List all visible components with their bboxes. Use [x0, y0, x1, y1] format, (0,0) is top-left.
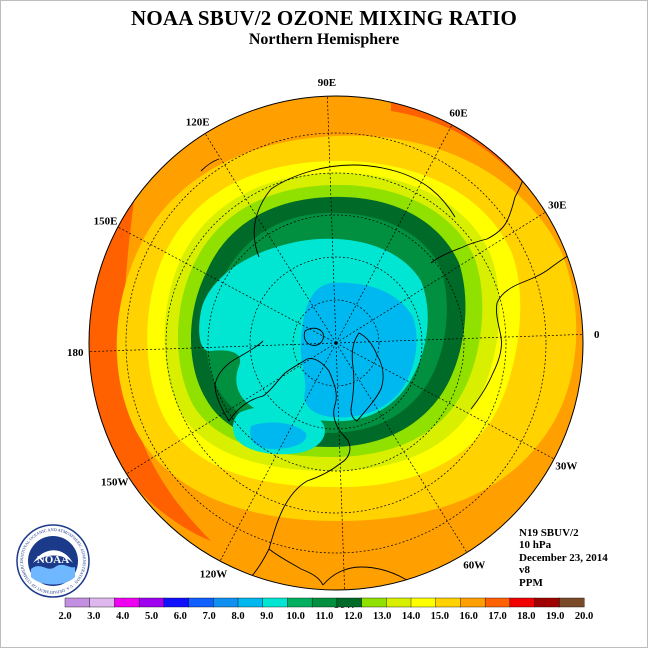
colorbar-swatch — [410, 597, 437, 608]
longitude-label: 150W — [101, 476, 129, 488]
coastline-arctic-islands — [303, 327, 324, 346]
colorbar-swatch — [311, 597, 338, 608]
colorbar-swatch — [213, 597, 239, 608]
colorbar-swatch — [114, 597, 140, 608]
graticule-meridians — [89, 96, 583, 590]
colorbar-tick-label: 9.0 — [260, 611, 273, 622]
colorbar-swatch — [287, 597, 313, 608]
longitude-label: 180 — [67, 347, 84, 359]
coastline-africa-europe — [470, 252, 574, 410]
colorbar-swatch — [559, 597, 585, 608]
colorbar-tick-label: 12.0 — [344, 611, 362, 622]
colorbar-tick-label: 3.0 — [87, 611, 100, 622]
noaa-logo: NOAA NATIONAL OCEANIC AND ATMOSPHERIC AD… — [15, 523, 91, 599]
hemisphere-outline — [88, 95, 584, 591]
meridian-line — [335, 342, 555, 460]
colorbar-tick-label: 14.0 — [402, 611, 420, 622]
info-version: v8 — [519, 564, 530, 577]
colorbar-swatch — [138, 597, 165, 608]
colorbar-swatch — [534, 597, 560, 608]
longitude-label: 60E — [449, 108, 467, 120]
ozone-band-18ppm-edge-west — [89, 151, 211, 541]
coastline-europe-north — [430, 196, 516, 264]
colorbar-tick-label: 4.0 — [116, 611, 129, 622]
map-title: NOAA SBUV/2 OZONE MIXING RATIO — [131, 6, 517, 30]
longitude-label: 120E — [186, 117, 210, 129]
colorbar-swatch — [64, 597, 91, 608]
coastlines — [200, 130, 574, 590]
graticule-latitudes — [125, 132, 547, 554]
longitude-label: 30W — [555, 461, 577, 473]
colorbar-tick-label: 10.0 — [287, 611, 305, 622]
colorbar-swatch — [484, 597, 511, 608]
meridian-line — [335, 342, 345, 590]
colorbar-tick-label: 15.0 — [431, 611, 449, 622]
meridian-line — [89, 342, 337, 352]
longitude-label: 60W — [463, 559, 485, 571]
info-level: 10 hPa — [519, 539, 552, 552]
colorbar-swatch — [361, 597, 387, 608]
meridian-line — [117, 226, 337, 344]
coastline-greenland — [350, 332, 384, 422]
meridian-line — [335, 342, 468, 553]
colorbar-swatch — [89, 597, 115, 608]
colorbar-swatch — [262, 597, 288, 608]
info-satellite: N19 SBUV/2 — [519, 527, 579, 539]
colorbar-tick-label: 6.0 — [174, 611, 187, 622]
coastline-japan — [200, 158, 220, 172]
colorbar-tick-label: 19.0 — [546, 611, 564, 622]
colorbar-swatch — [509, 597, 536, 608]
colorbar-tick-label: 16.0 — [460, 611, 478, 622]
longitude-label: 150E — [94, 216, 118, 228]
longitude-label: 120W — [200, 568, 228, 580]
meridian-line — [335, 124, 453, 344]
coastline-asia — [270, 164, 456, 218]
meridian-line — [327, 96, 337, 344]
longitude-label: 0 — [594, 329, 600, 341]
colorbar-tick-label: 17.0 — [488, 611, 506, 622]
colorbar-tick-label: 18.0 — [517, 611, 535, 622]
meridian-line — [335, 334, 583, 344]
map-subtitle: Northern Hemisphere — [248, 31, 400, 48]
colorbar-swatch — [386, 597, 412, 608]
coastline-asia-east — [253, 188, 272, 258]
colorbar-swatch — [460, 597, 486, 608]
colorbar-tick-label: 2.0 — [58, 611, 71, 622]
colorbar-tick-label: 7.0 — [203, 611, 216, 622]
meridian-line — [126, 342, 337, 475]
noaa-logo-text: NOAA — [37, 554, 69, 566]
longitude-label: 30E — [548, 200, 566, 212]
colorbar-swatch — [163, 597, 190, 608]
ozone-band-9ppm — [300, 282, 417, 418]
info-date: December 23, 2014 — [519, 551, 608, 564]
info-units: PPM — [519, 576, 543, 589]
colorbar-tick-label: 11.0 — [316, 611, 334, 622]
info-block: N19 SBUV/2 10 hPa December 23, 2014 v8 P… — [519, 527, 608, 589]
longitude-label: 90E — [318, 77, 336, 89]
meridian-line — [219, 342, 337, 562]
coastline-central-america — [268, 548, 324, 586]
meridian-line — [204, 133, 337, 344]
colorbar: 2.0 3.0 4.0 5.0 6.0 7.0 8.0 9.0 10.0 11.0 12.0 13.0… — [58, 597, 593, 622]
colorbar-tick-label: 20.0 — [575, 611, 593, 622]
colorbar-tick-label: 13.0 — [373, 611, 391, 622]
colorbar-swatch — [435, 597, 461, 608]
colorbar-swatch — [336, 597, 363, 608]
meridian-line — [335, 211, 546, 344]
coastline-north-america — [228, 358, 351, 580]
colorbar-tick-label: 8.0 — [231, 611, 244, 622]
colorbar-swatch — [237, 597, 264, 608]
ozone-low-patch-9ppm-north-america — [250, 422, 307, 449]
coastline-alaska — [214, 340, 264, 422]
colorbar-tick-label: 5.0 — [145, 611, 158, 622]
colorbar-swatch — [188, 597, 214, 608]
